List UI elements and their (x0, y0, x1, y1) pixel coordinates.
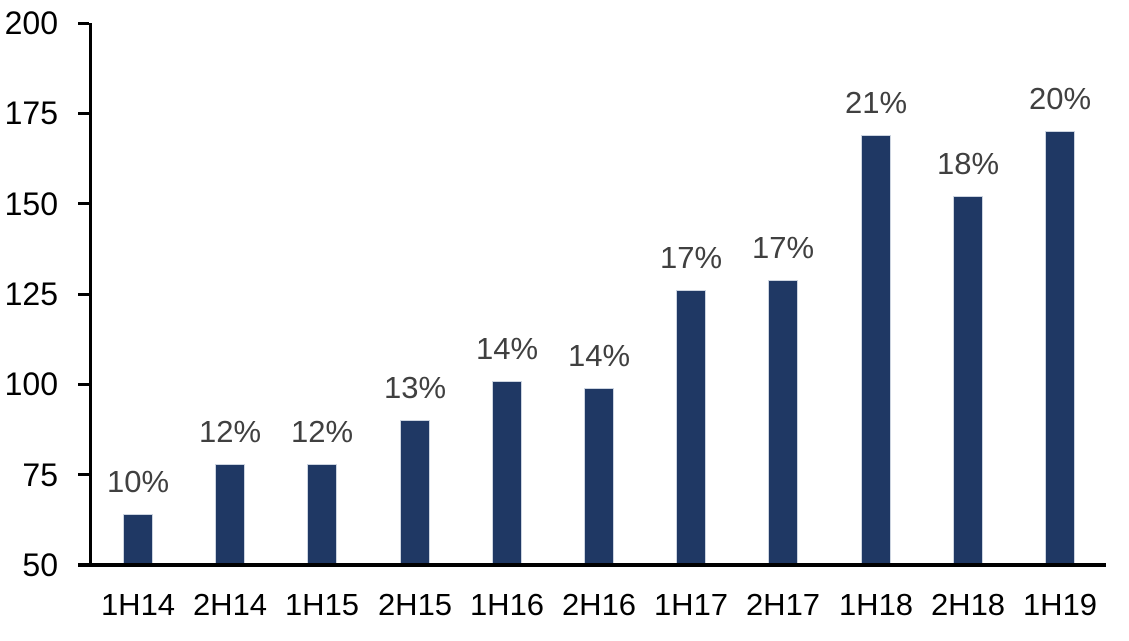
bar-2h14 (215, 464, 245, 565)
bar-1h16 (492, 381, 522, 565)
x-axis-label-2h18: 2H18 (930, 587, 1006, 622)
bar-1h15 (307, 464, 337, 565)
bar-data-label-1h14: 10% (106, 464, 170, 499)
bar-data-label-2h15: 13% (383, 370, 447, 405)
bar-2h15 (400, 420, 430, 565)
y-axis-tick-mark (78, 22, 89, 25)
bar-data-label-1h19: 20% (1028, 81, 1092, 116)
bar-1h17 (676, 290, 706, 565)
y-axis-tick-label: 175 (4, 95, 58, 131)
bar-2h17 (768, 280, 798, 565)
y-axis-tick-mark (78, 383, 89, 386)
bar-data-label-1h18: 21% (844, 85, 908, 120)
bar-data-label-2h16: 14% (567, 338, 631, 373)
bar-1h14 (123, 514, 153, 565)
x-axis-label-1h19: 1H19 (1022, 587, 1098, 622)
y-axis-tick-label: 100 (4, 366, 58, 402)
bar-data-label-2h18: 18% (936, 146, 1000, 181)
y-axis-tick-label: 150 (4, 186, 58, 222)
bar-data-label-1h16: 14% (475, 331, 539, 366)
x-axis-label-2h15: 2H15 (377, 587, 453, 622)
y-axis-tick-label: 125 (4, 276, 58, 312)
bar-1h19 (1045, 131, 1075, 565)
y-axis-tick-label: 75 (22, 457, 58, 493)
bar-data-label-1h17: 17% (659, 240, 723, 275)
x-axis-label-2h17: 2H17 (745, 587, 821, 622)
x-axis-label-1h17: 1H17 (653, 587, 729, 622)
bar-2h16 (584, 388, 614, 565)
bar-2h18 (953, 196, 983, 565)
bar-data-label-2h14: 12% (198, 414, 262, 449)
y-axis-line (89, 23, 92, 565)
bar-data-label-1h15: 12% (290, 414, 354, 449)
x-axis-label-1h14: 1H14 (100, 587, 176, 622)
x-axis-label-1h16: 1H16 (469, 587, 545, 622)
x-axis-label-1h15: 1H15 (284, 587, 360, 622)
y-axis-tick-mark (78, 202, 89, 205)
bar-1h18 (861, 135, 891, 565)
x-axis-label-2h14: 2H14 (192, 587, 268, 622)
x-axis-label-2h16: 2H16 (561, 587, 637, 622)
y-axis-tick-mark (78, 112, 89, 115)
x-axis-line (78, 563, 1106, 567)
x-axis-label-1h18: 1H18 (838, 587, 914, 622)
y-axis-tick-label: 200 (4, 5, 58, 41)
y-axis-tick-label: 50 (22, 547, 58, 583)
bar-data-label-2h17: 17% (751, 230, 815, 265)
y-axis-tick-mark (78, 293, 89, 296)
y-axis-tick-mark (78, 473, 89, 476)
